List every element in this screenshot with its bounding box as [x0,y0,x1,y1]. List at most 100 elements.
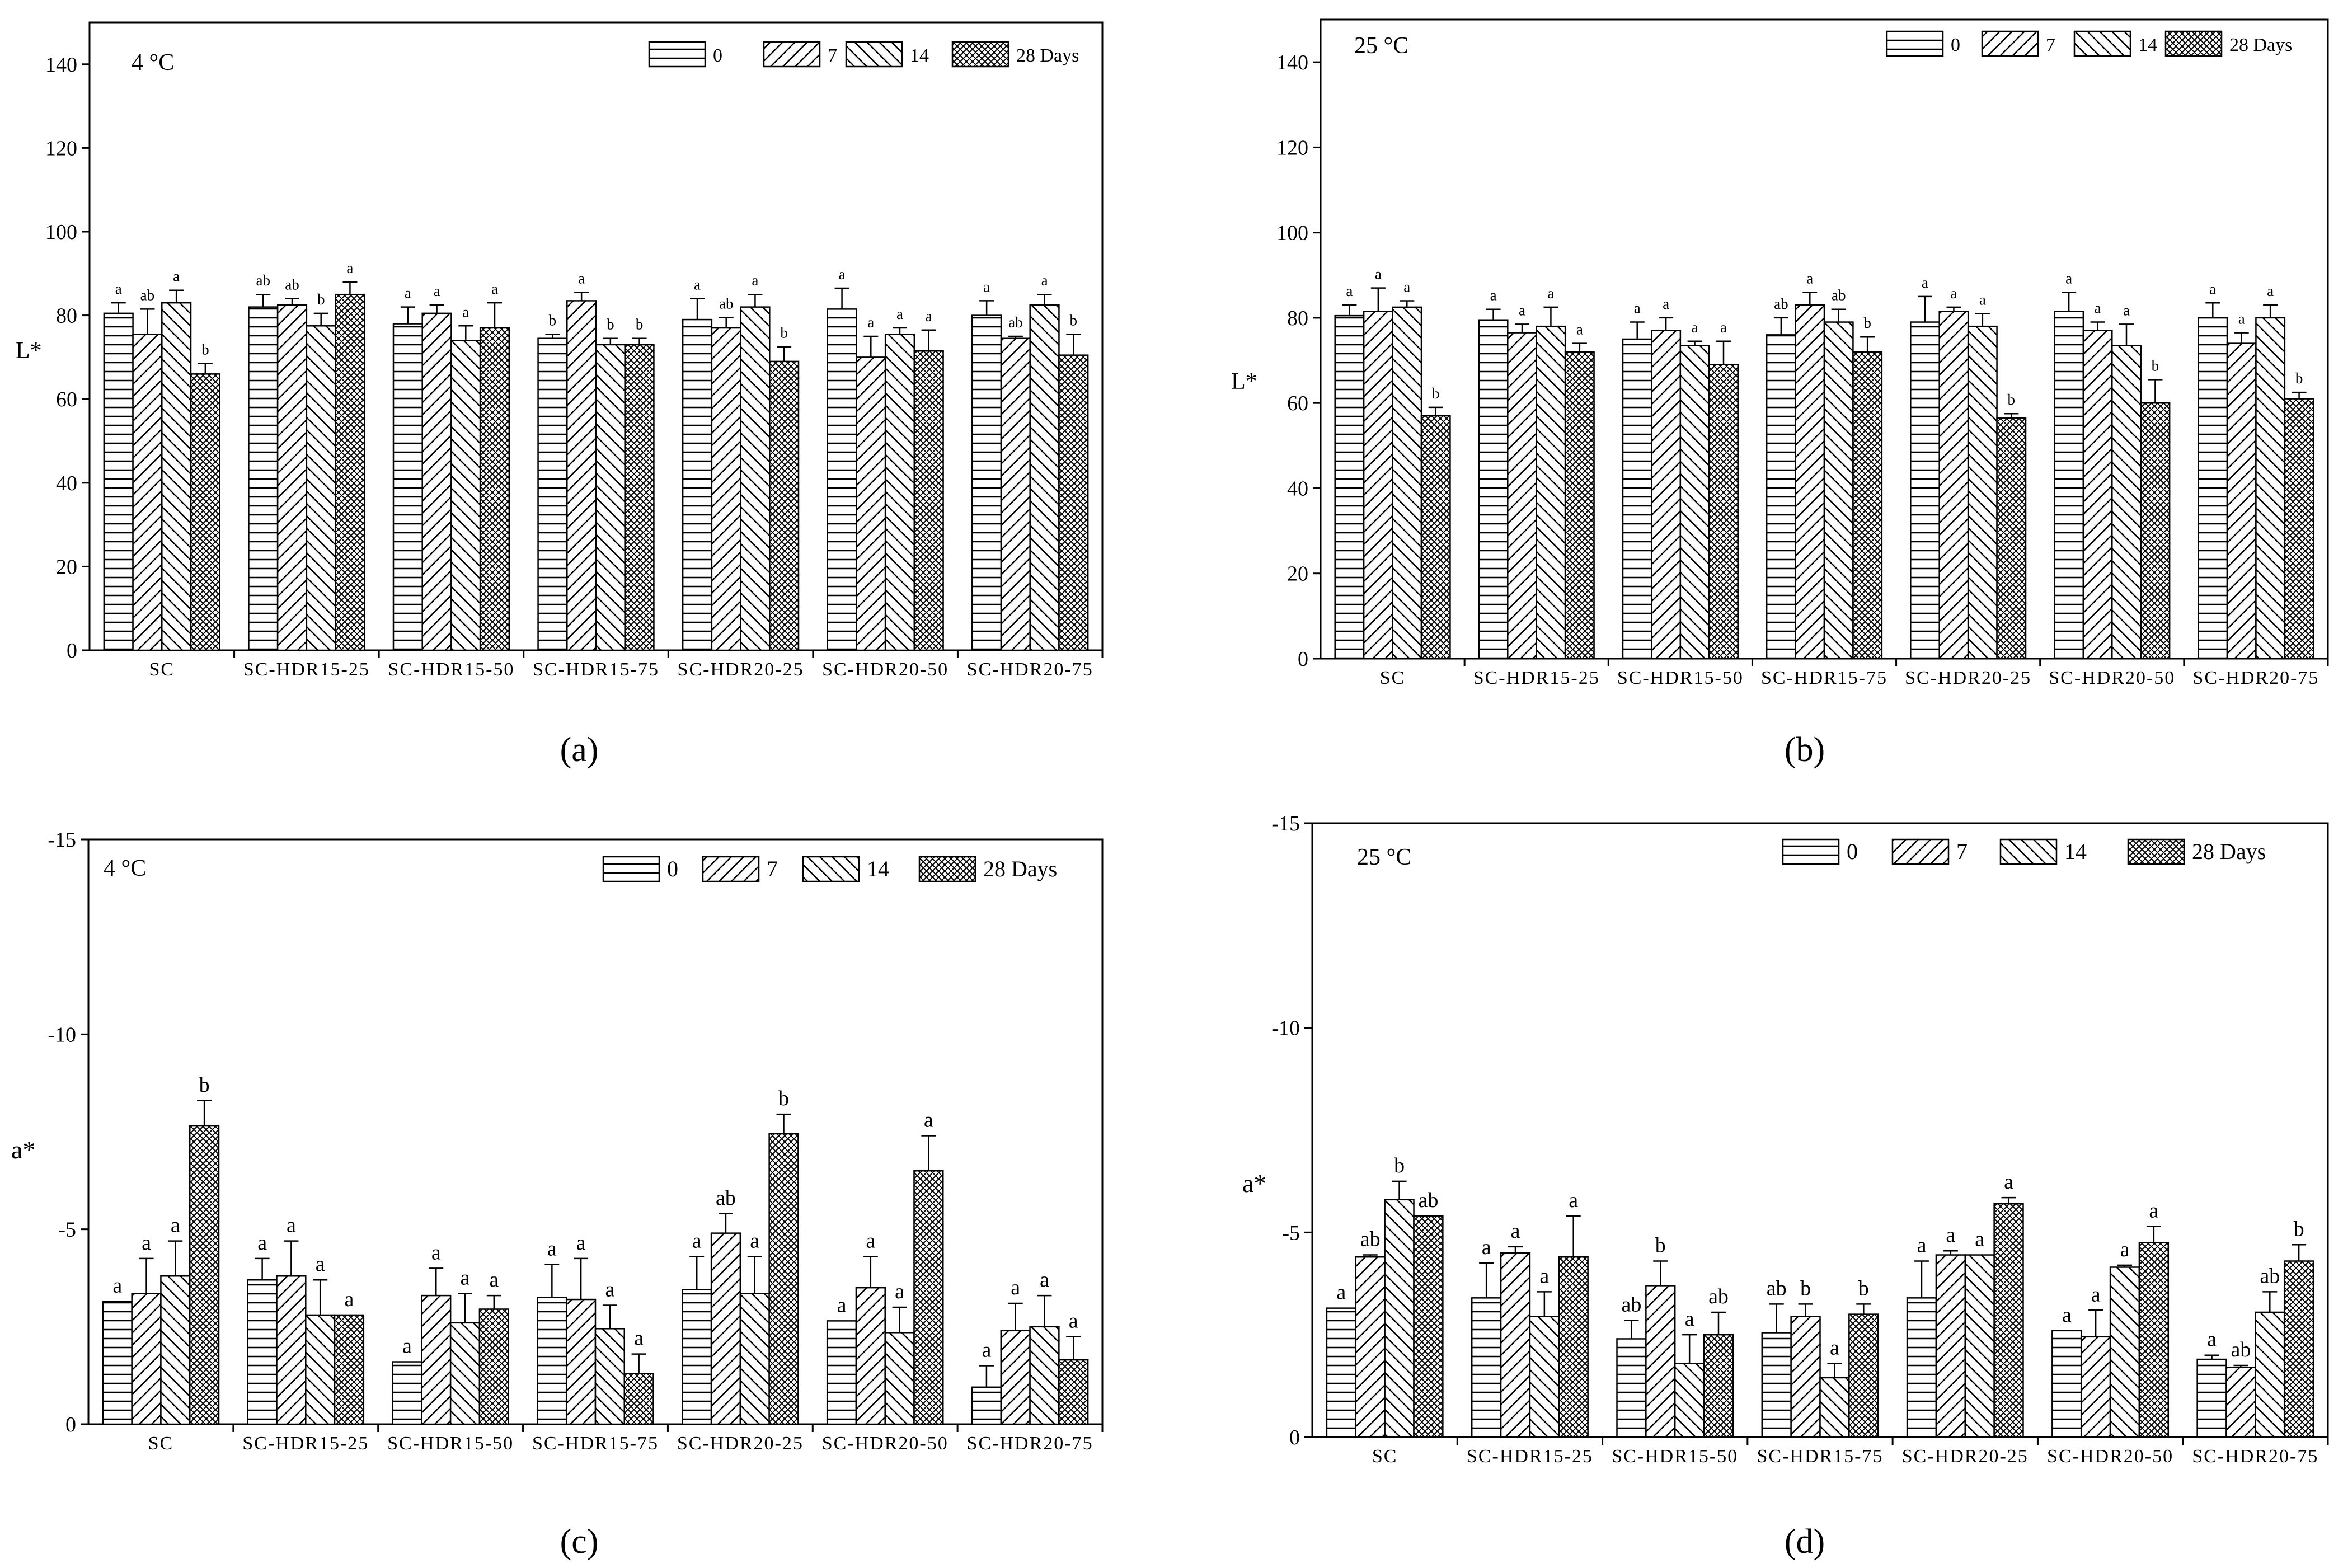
x-tick-label: SC-HDR15-50 [1617,668,1744,688]
bar [1823,321,1854,660]
bar [2051,1330,2082,1438]
legend-label: 28 Days [1016,45,1079,66]
bar [335,293,365,651]
significance-label: a [461,1266,470,1290]
legend-swatch [702,856,760,882]
legend-label: 7 [828,45,837,66]
significance-label: a [837,1293,847,1317]
legend-swatch [1999,838,2058,865]
significance-label: ab [1621,1293,1641,1317]
x-tick-label: SC-HDR15-75 [532,1433,659,1454]
significance-label: a [1975,1228,1984,1251]
significance-label: a [491,280,498,297]
significance-label: a [1685,1307,1694,1331]
significance-label: b [1655,1234,1666,1257]
bar [276,304,308,651]
significance-label: ab [719,295,733,312]
significance-label: b [549,312,557,328]
significance-label: a [692,1229,702,1252]
bar [2082,330,2113,660]
significance-label: a [287,1214,296,1237]
bar [1996,417,2027,660]
bar [131,1293,162,1425]
bar [682,1289,712,1425]
bar [1529,1316,1560,1438]
significance-label: ab [140,287,154,303]
panel-label: (c) [560,1523,599,1561]
bar [1029,304,1060,651]
significance-label: ab [1774,295,1788,312]
bar [855,1287,886,1425]
bar [1938,311,1969,660]
significance-label: a [924,1108,933,1132]
legend-label: 0 [713,45,722,66]
significance-label: b [1863,314,1871,331]
chart-panel-c: 4 °C a* (c) -15-10-50SCaaabSC-HDR15-25aa… [11,828,1104,1561]
x-tick-label: SC-HDR20-25 [677,1433,804,1454]
x-tick-label: SC-HDR15-25 [242,1433,369,1454]
significance-label: a [1346,283,1353,299]
legend-label: 14 [2064,839,2087,864]
bar [826,1320,857,1425]
significance-label: a [983,278,990,295]
legend-swatch [2073,30,2131,57]
significance-label: a [578,270,585,287]
bar [392,323,423,651]
significance-label: b [636,316,644,333]
bar [305,1314,336,1425]
bar [1790,1316,1821,1438]
x-tick-label: SC-HDR15-25 [1473,668,1600,688]
y-tick-label: -5 [58,1218,76,1242]
x-tick-label: SC-HDR20-75 [967,1433,1093,1454]
bar [1651,330,1682,660]
significance-label: a [2149,1199,2158,1222]
significance-label: a [2238,311,2245,327]
significance-label: a [1634,300,1641,317]
significance-label: ab [256,272,270,289]
significance-label: a [1040,1268,1049,1292]
bar [1384,1199,1415,1438]
x-tick-label: SC-HDR20-75 [967,659,1093,680]
significance-label: a [171,1214,180,1237]
bar [2255,1311,2285,1438]
legend-swatch [1891,838,1950,865]
legend-swatch [802,856,860,882]
significance-label: ab [2231,1338,2251,1362]
y-tick-label: 100 [1276,222,1308,245]
significance-label: a [1519,302,1525,318]
bar [595,344,626,651]
legend-swatch [918,856,976,882]
bar [1471,1297,1502,1438]
x-tick-label: SC-HDR15-75 [1757,1446,1883,1467]
legend-label: 14 [867,856,889,881]
bar [2080,1336,2111,1438]
bar [189,1125,220,1425]
bar [1392,306,1422,660]
significance-label: b [1800,1276,1811,1300]
bar [1564,351,1595,660]
significance-label: a [1482,1236,1491,1259]
significance-label: a [2095,300,2101,317]
significance-label: b [199,1073,210,1097]
bar [1355,1256,1386,1438]
bar [2284,398,2314,660]
bar [856,356,886,651]
significance-label: b [1858,1276,1869,1300]
significance-label: a [462,303,469,320]
bar [594,1328,626,1425]
legend-label: 0 [1951,35,1960,55]
significance-label: a [867,314,874,331]
legend-label: 28 Days [2192,839,2266,864]
bar [1852,351,1883,660]
bar [276,1275,307,1425]
bar [1935,1254,1966,1438]
bar [247,1279,278,1425]
significance-label: a [1569,1189,1578,1212]
significance-label: a [1830,1336,1839,1359]
y-tick-label: 60 [1287,392,1308,415]
significance-label: a [316,1252,325,1276]
y-tick-label: 0 [1289,1426,1300,1449]
significance-label: a [434,283,440,299]
legend-swatch [951,41,1009,68]
significance-label: b [201,341,209,358]
